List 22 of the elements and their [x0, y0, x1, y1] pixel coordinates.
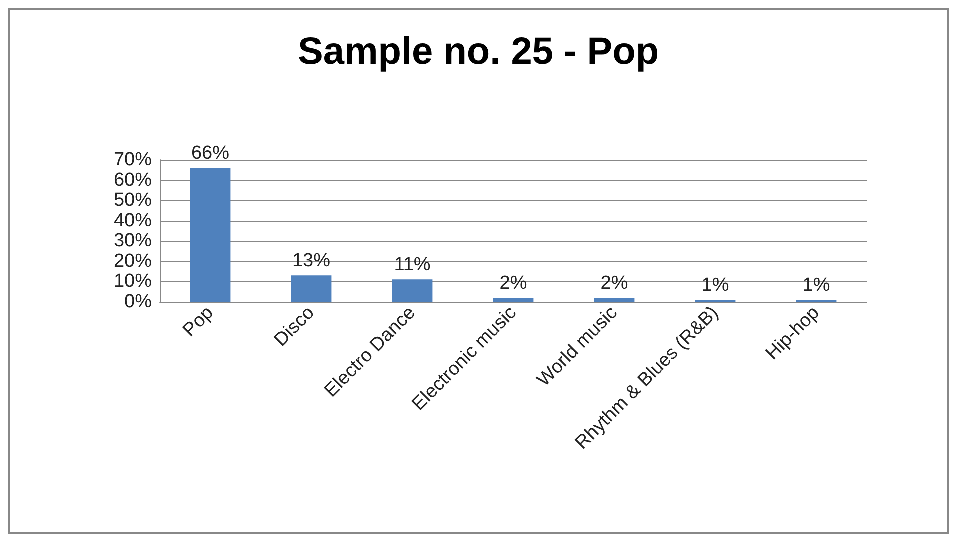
chart-title: Sample no. 25 - Pop: [298, 31, 660, 73]
bar: [392, 280, 433, 302]
data-label: 66%: [191, 143, 230, 164]
y-tick-label: 20%: [114, 250, 152, 272]
data-label: 1%: [702, 274, 730, 296]
x-tick-label: Pop: [179, 302, 218, 342]
y-tick-label: 60%: [114, 170, 152, 191]
y-tick-label: 70%: [114, 150, 152, 170]
y-tick-label: 50%: [114, 190, 152, 212]
bar: [291, 276, 332, 302]
y-tick-label: 40%: [114, 210, 152, 232]
bar: [493, 298, 534, 302]
y-tick-label: 30%: [114, 230, 152, 252]
data-label: 11%: [394, 254, 431, 276]
bar: [190, 168, 231, 302]
data-label: 13%: [292, 250, 331, 272]
y-tick-label: 10%: [114, 271, 152, 292]
data-label: 1%: [802, 274, 830, 296]
bar: [594, 298, 635, 302]
y-tick-label: 0%: [124, 292, 152, 312]
data-label: 2%: [500, 272, 528, 294]
data-label: 2%: [600, 272, 628, 294]
